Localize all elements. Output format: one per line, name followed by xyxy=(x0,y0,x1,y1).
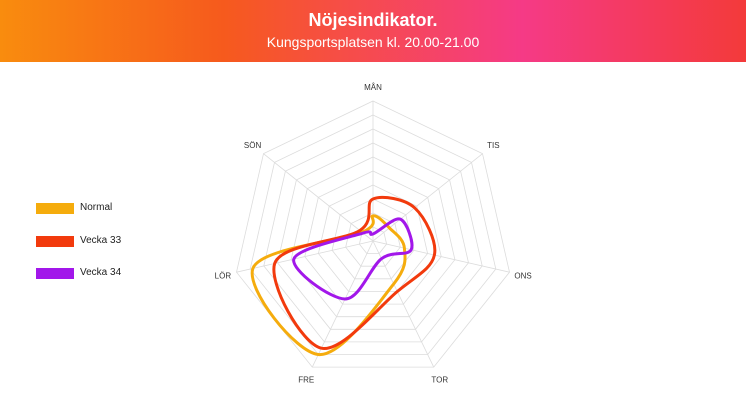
grid-spoke-5 xyxy=(236,240,374,273)
grid-ring-2 xyxy=(345,212,401,267)
axis-label-tis: TIS xyxy=(487,141,499,150)
radar-chart: MÅN TIS ONS TOR FRE LÖR SÖN xyxy=(215,83,532,385)
grid-ring-7 xyxy=(277,142,469,330)
axis-label-ons: ONS xyxy=(514,271,531,280)
series-line-vecka-33 xyxy=(272,195,437,350)
legend-swatch-normal xyxy=(36,203,74,214)
grid-spoke-1 xyxy=(372,153,483,242)
legend-item-vecka-33[interactable]: Vecka 33 xyxy=(36,235,176,249)
chart-subtitle: Kungsportsplatsen kl. 20.00-21.00 xyxy=(266,34,480,50)
chart-title: Nöjesindikator. xyxy=(308,10,438,30)
axis-label-lör: LÖR xyxy=(215,271,232,280)
grid-spoke-3 xyxy=(372,240,435,368)
series-line-vecka-34 xyxy=(292,217,414,301)
grid-ring-10 xyxy=(236,100,510,368)
grid-spoke-2 xyxy=(372,240,510,273)
legend-label-vecka-34: Vecka 34 xyxy=(80,267,122,278)
grid-ring-8 xyxy=(263,128,483,343)
axis-label-fre: FRE xyxy=(298,376,314,385)
axis-label-sön: SÖN xyxy=(244,141,262,150)
grid-spoke-6 xyxy=(263,153,374,242)
legend-swatch-vecka-34 xyxy=(36,268,74,279)
grid-ring-9 xyxy=(249,114,497,355)
chart-header: Nöjesindikator. Kungsportsplatsen kl. 20… xyxy=(0,0,746,62)
grid-ring-3 xyxy=(331,198,415,280)
grid-ring-5 xyxy=(304,170,442,305)
axis-label-mån: MÅN xyxy=(364,83,382,92)
legend-item-normal[interactable]: Normal xyxy=(36,202,176,216)
legend-label-vecka-33: Vecka 33 xyxy=(80,235,122,246)
legend-label-normal: Normal xyxy=(80,202,113,213)
grid-spoke-4 xyxy=(311,240,374,368)
legend-item-vecka-34[interactable]: Vecka 34 xyxy=(36,267,176,281)
legend-swatch-vecka-33 xyxy=(36,236,74,247)
axis-label-tor: TOR xyxy=(431,376,448,385)
